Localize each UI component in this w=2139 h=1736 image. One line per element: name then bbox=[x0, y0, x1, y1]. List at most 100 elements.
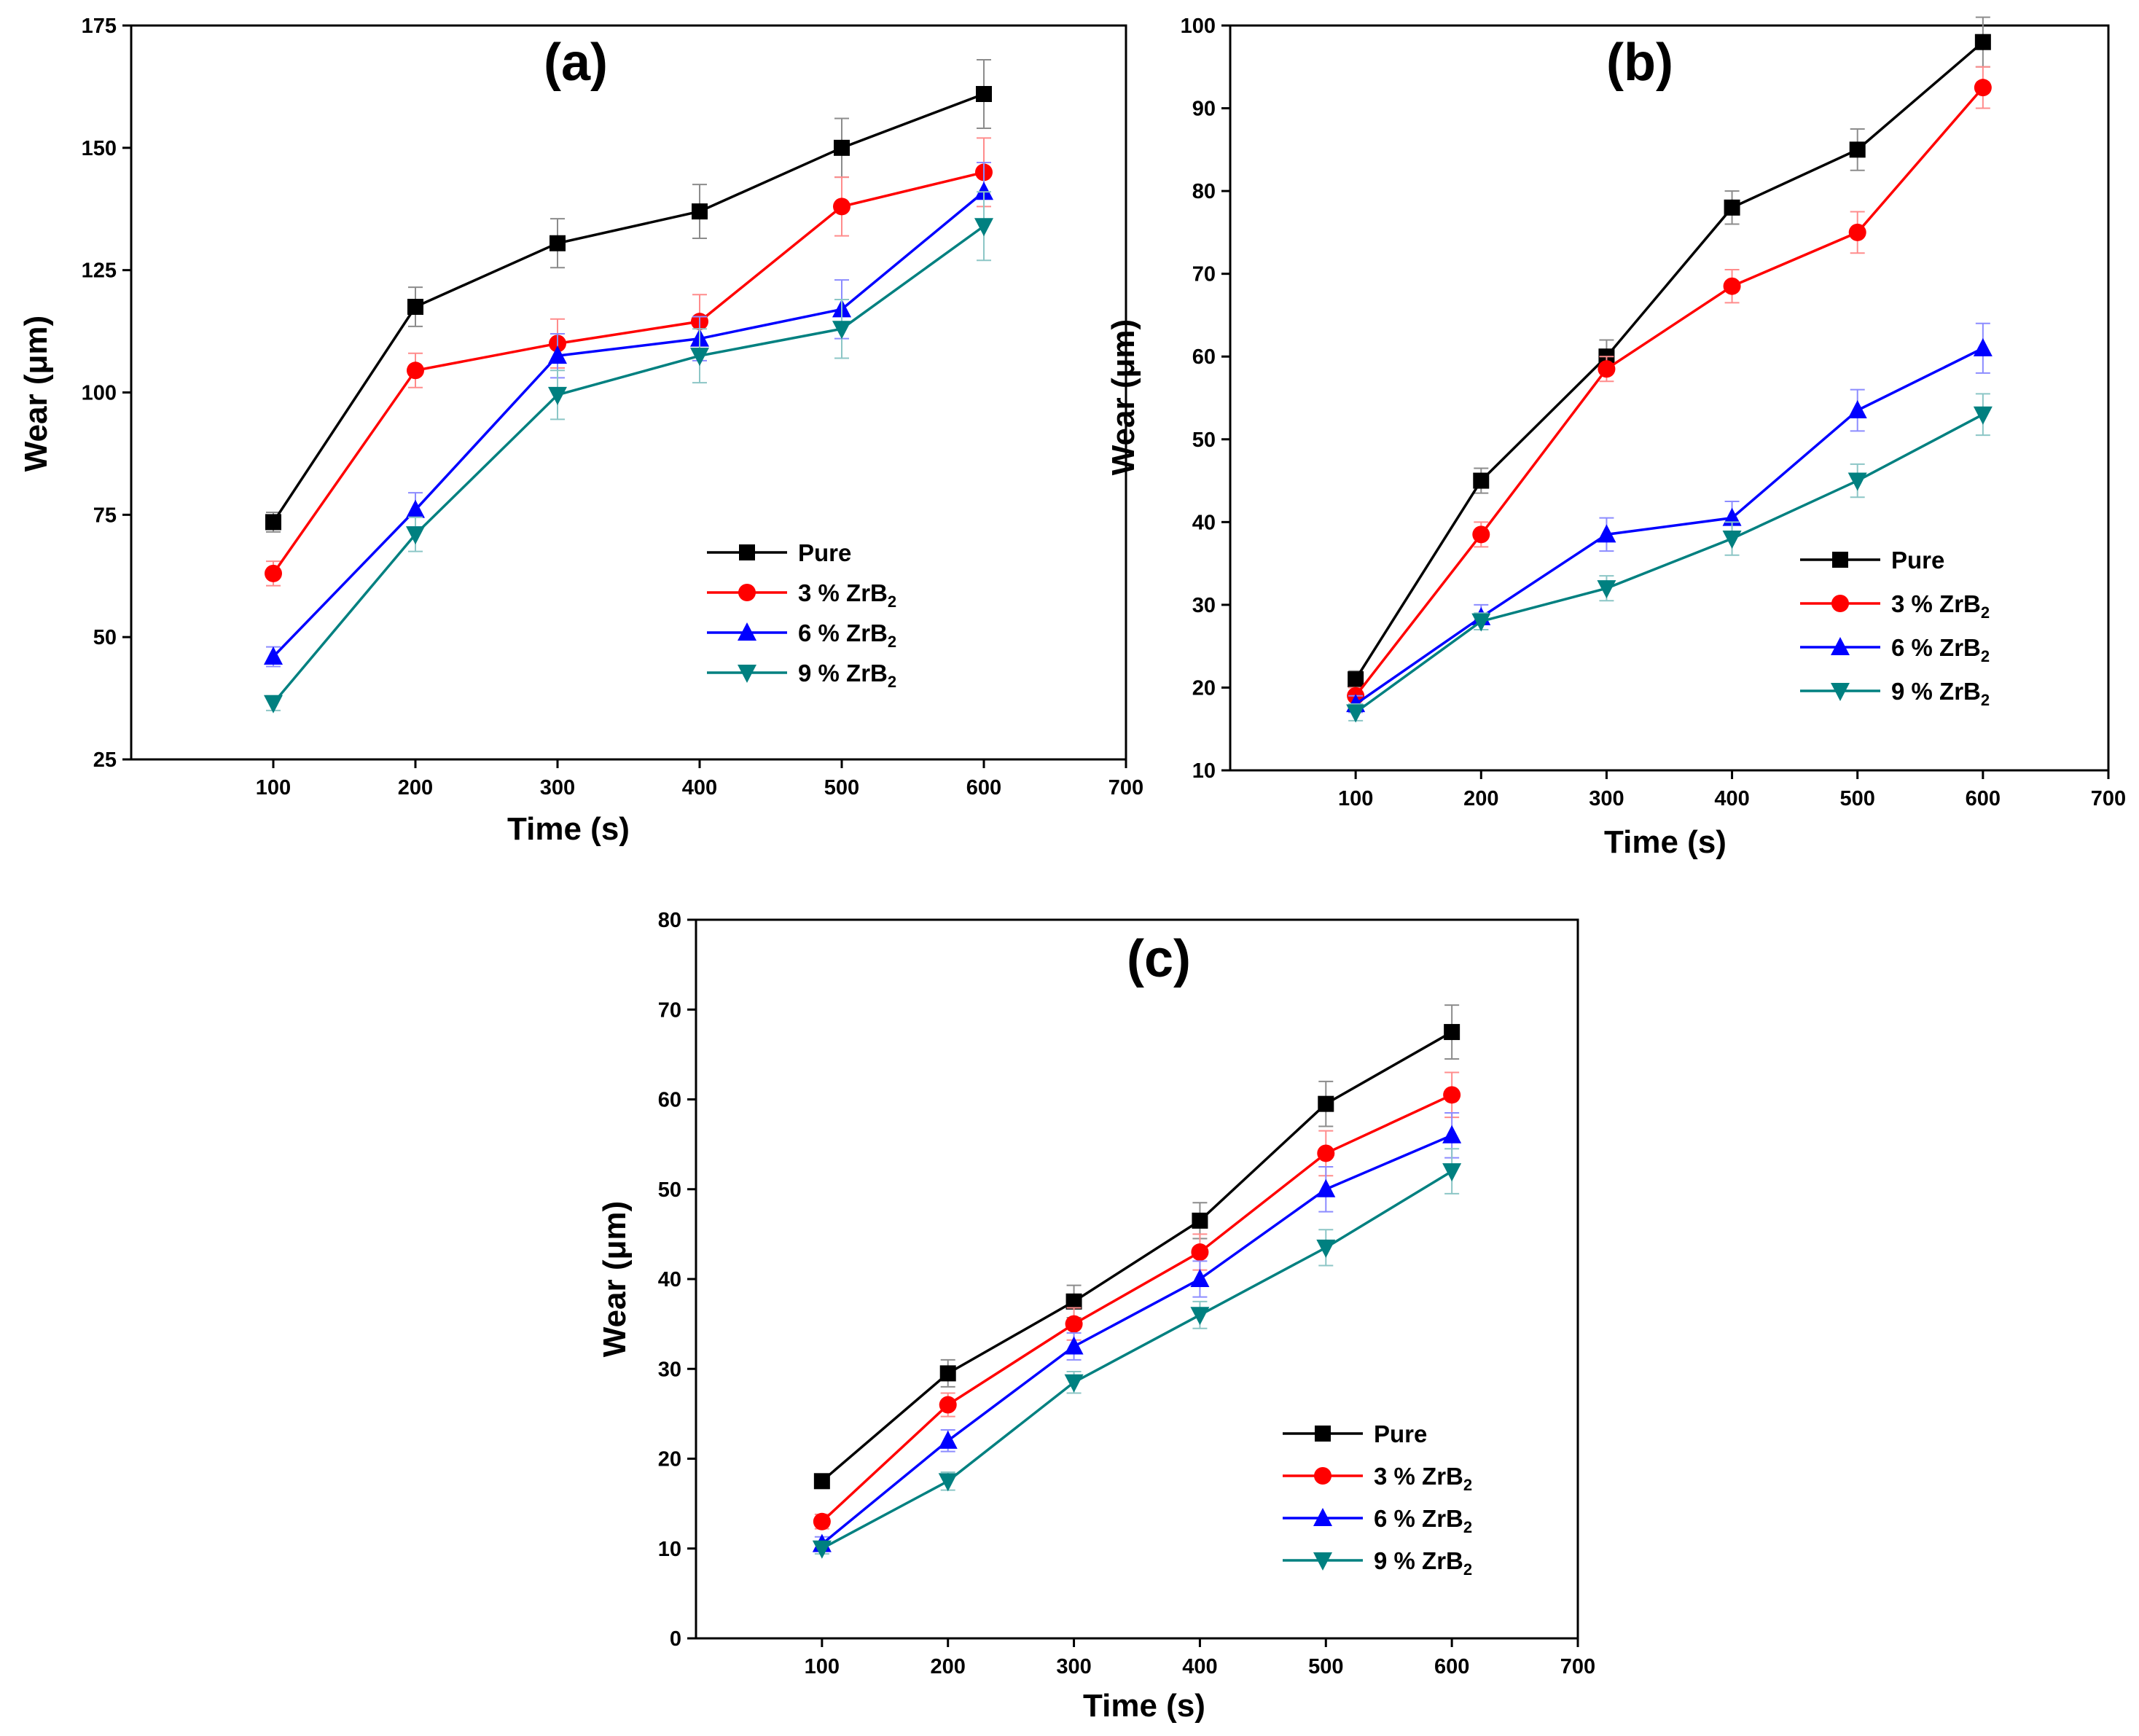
y-tick-label: 50 bbox=[93, 626, 117, 649]
data-point bbox=[1318, 1095, 1334, 1112]
series-2 bbox=[812, 1111, 1462, 1552]
series-0 bbox=[1348, 16, 1991, 689]
data-point bbox=[834, 139, 850, 156]
x-tick-label: 200 bbox=[1463, 787, 1498, 810]
data-point bbox=[1471, 613, 1491, 632]
data-point bbox=[1597, 580, 1616, 599]
y-axis-title: Wear (μm) bbox=[597, 1201, 633, 1357]
y-tick-label: 125 bbox=[82, 259, 117, 283]
x-axis-title: Time (s) bbox=[507, 811, 630, 847]
y-tick-label: 10 bbox=[658, 1538, 681, 1561]
data-point bbox=[265, 514, 281, 531]
legend-label: Pure bbox=[798, 539, 851, 566]
y-axis-title: Wear (μm) bbox=[1106, 319, 1141, 475]
data-point bbox=[1722, 531, 1742, 550]
data-point bbox=[548, 345, 567, 364]
chart-panel-b: 10 20 30 40 50 60 70 80 90 100 100 200 300 400 500 600 7… bbox=[1106, 15, 2126, 860]
legend-label-main: Pure bbox=[1374, 1420, 1427, 1447]
y-tick-label: 150 bbox=[82, 137, 117, 160]
data-point bbox=[1190, 1269, 1210, 1287]
legend-label-main: 6 % ZrB bbox=[1374, 1505, 1463, 1532]
y-tick-label: 70 bbox=[1192, 263, 1216, 286]
series-line bbox=[821, 1170, 1453, 1550]
x-tick-label: 400 bbox=[1714, 787, 1749, 810]
x-tick-label: 100 bbox=[1338, 787, 1373, 810]
series-1 bbox=[813, 1071, 1461, 1530]
data-point bbox=[550, 235, 566, 251]
data-point bbox=[939, 1396, 957, 1414]
data-point bbox=[974, 218, 993, 237]
y-tick-label: 30 bbox=[658, 1358, 681, 1381]
y-tick-label: 100 bbox=[82, 382, 117, 405]
series-3 bbox=[1346, 393, 1993, 723]
x-tick-label: 600 bbox=[1434, 1655, 1469, 1678]
legend-label-main: 9 % ZrB bbox=[1891, 678, 1981, 705]
legend-label: 9 % ZrB2 bbox=[1891, 678, 1990, 709]
legend-label-main: 6 % ZrB bbox=[798, 619, 888, 646]
x-tick-label: 100 bbox=[805, 1655, 840, 1678]
data-point bbox=[1723, 277, 1741, 295]
data-point bbox=[1191, 1243, 1209, 1262]
legend-label-main: 3 % ZrB bbox=[1374, 1463, 1463, 1490]
legend-label-main: Pure bbox=[1891, 547, 1944, 574]
y-tick-label: 60 bbox=[1192, 345, 1216, 369]
legend: Pure 3 % ZrB2 6 % ZrB2 9 % ZrB2 bbox=[1283, 1420, 1472, 1579]
legend-label-main: 9 % ZrB bbox=[1374, 1547, 1463, 1574]
legend-marker bbox=[1314, 1467, 1332, 1485]
legend-label: 9 % ZrB2 bbox=[798, 660, 896, 691]
data-point bbox=[1849, 141, 1866, 158]
series-line bbox=[272, 93, 985, 523]
series-line bbox=[1355, 413, 1984, 713]
legend-label-main: 9 % ZrB bbox=[798, 660, 888, 687]
legend-marker bbox=[1831, 637, 1850, 655]
legend-marker bbox=[1313, 1552, 1332, 1571]
legend-label: 9 % ZrB2 bbox=[1374, 1547, 1472, 1579]
data-point bbox=[1065, 1315, 1083, 1333]
series-line bbox=[821, 1031, 1453, 1482]
legend-marker bbox=[1831, 683, 1850, 701]
x-tick-label: 600 bbox=[966, 776, 1001, 799]
data-point bbox=[833, 198, 850, 216]
panel-label: (c) bbox=[1127, 930, 1191, 988]
legend-label-sub: 2 bbox=[1463, 1518, 1472, 1536]
x-tick-label: 700 bbox=[1560, 1655, 1595, 1678]
data-point bbox=[548, 386, 567, 405]
legend-label-main: 3 % ZrB bbox=[1891, 590, 1981, 617]
y-tick-label: 40 bbox=[1192, 511, 1216, 534]
series-1 bbox=[265, 137, 993, 587]
data-point bbox=[976, 85, 992, 102]
legend-label: 3 % ZrB2 bbox=[1374, 1463, 1472, 1494]
legend-marker bbox=[738, 584, 756, 601]
data-point bbox=[974, 181, 993, 200]
data-point bbox=[1442, 1163, 1462, 1182]
data-point bbox=[938, 1473, 958, 1492]
data-point bbox=[1973, 406, 1993, 425]
series-0 bbox=[265, 58, 992, 533]
data-point bbox=[1443, 1086, 1461, 1104]
x-tick-label: 500 bbox=[824, 776, 859, 799]
data-point bbox=[690, 348, 709, 367]
data-point bbox=[406, 526, 425, 545]
data-point bbox=[1064, 1374, 1084, 1393]
x-tick-label: 600 bbox=[1966, 787, 2001, 810]
x-tick-label: 200 bbox=[931, 1655, 966, 1678]
series-line bbox=[1354, 87, 1984, 697]
series-0 bbox=[813, 1004, 1460, 1490]
series-3 bbox=[264, 191, 993, 713]
legend-label-sub: 2 bbox=[1981, 603, 1990, 622]
series-line bbox=[272, 171, 985, 574]
y-tick-label: 50 bbox=[1192, 429, 1216, 452]
y-axis-title: Wear (μm) bbox=[18, 316, 54, 472]
x-tick-label: 500 bbox=[1308, 1655, 1343, 1678]
y-tick-label: 175 bbox=[82, 15, 117, 38]
data-point bbox=[813, 1512, 831, 1530]
panel-label: (a) bbox=[544, 34, 608, 92]
x-tick-label: 300 bbox=[540, 776, 575, 799]
series-line bbox=[821, 1093, 1452, 1523]
chart-panel-c: 0 10 20 30 40 50 60 70 80 100 200 300 400 500 600 700 Ti… bbox=[597, 909, 1595, 1724]
legend-label-main: 3 % ZrB bbox=[798, 579, 888, 606]
y-tick-label: 20 bbox=[1192, 676, 1216, 700]
legend-label: 6 % ZrB2 bbox=[1891, 634, 1990, 665]
